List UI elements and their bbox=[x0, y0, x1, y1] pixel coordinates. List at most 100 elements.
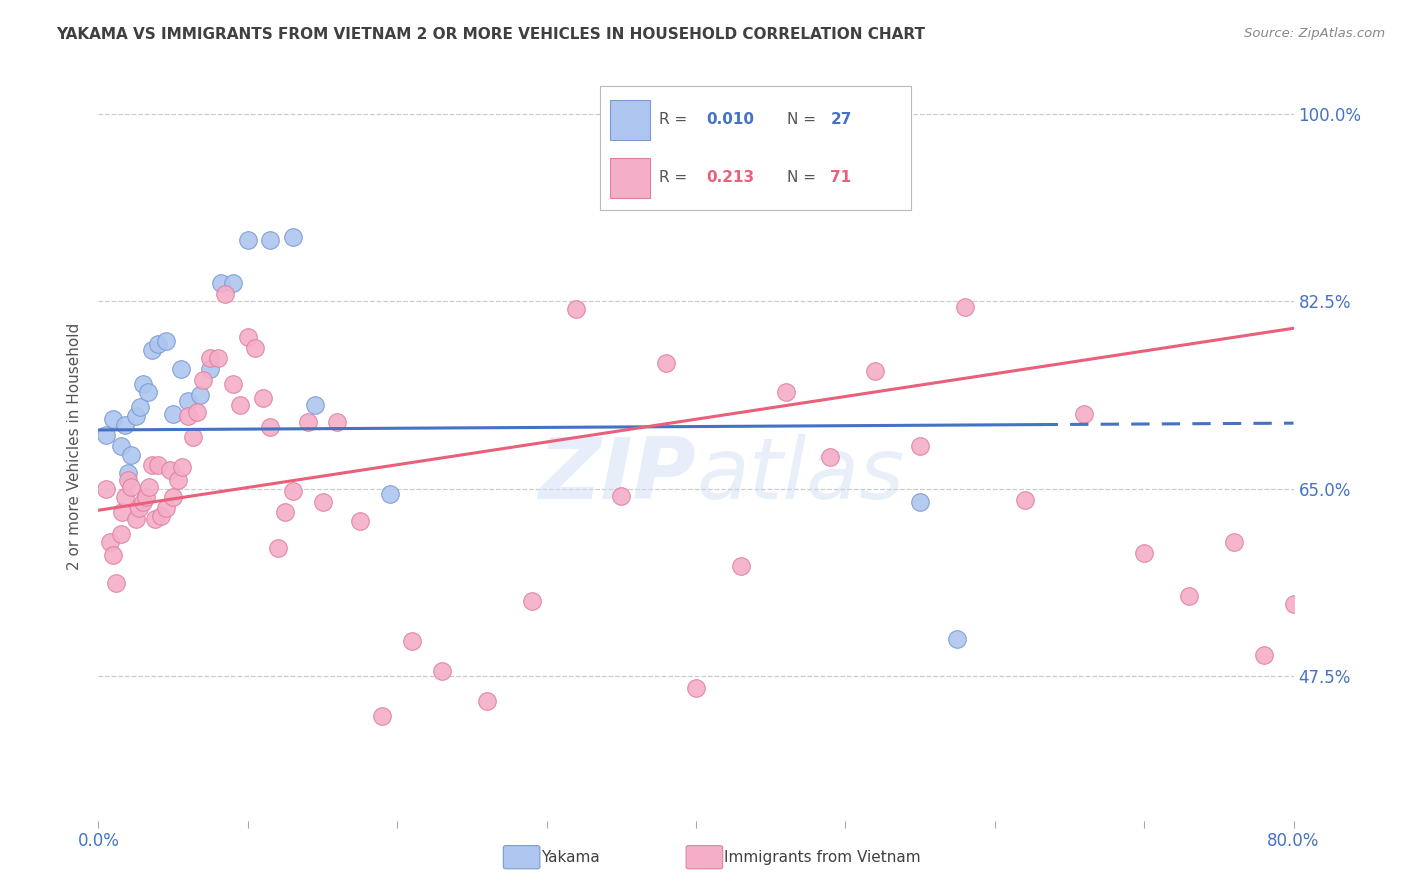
Point bbox=[1298, 562, 1320, 576]
Point bbox=[304, 398, 326, 412]
Point bbox=[172, 460, 194, 475]
Point bbox=[114, 491, 136, 505]
Text: Yakama: Yakama bbox=[541, 850, 600, 864]
Point bbox=[236, 330, 259, 344]
Point bbox=[155, 334, 177, 348]
Point bbox=[1014, 492, 1036, 507]
Point bbox=[155, 501, 177, 516]
Point bbox=[775, 385, 797, 400]
Point bbox=[94, 428, 117, 442]
Point bbox=[177, 394, 200, 409]
Point bbox=[730, 558, 752, 573]
Point bbox=[245, 341, 267, 355]
Point bbox=[125, 512, 148, 526]
Point bbox=[181, 430, 204, 444]
Point bbox=[159, 462, 181, 476]
Point bbox=[1133, 546, 1156, 560]
Point bbox=[132, 494, 155, 508]
Point bbox=[281, 230, 304, 244]
Point bbox=[865, 364, 887, 378]
Point bbox=[209, 277, 232, 291]
Point bbox=[125, 409, 148, 423]
Text: Immigrants from Vietnam: Immigrants from Vietnam bbox=[724, 850, 921, 864]
Text: atlas: atlas bbox=[696, 434, 904, 517]
Point bbox=[1312, 578, 1334, 592]
Point bbox=[117, 473, 139, 487]
Point bbox=[274, 505, 297, 519]
Point bbox=[326, 416, 349, 430]
Point bbox=[378, 487, 401, 501]
Point bbox=[191, 373, 214, 387]
Point bbox=[1282, 598, 1305, 612]
Text: YAKAMA VS IMMIGRANTS FROM VIETNAM 2 OR MORE VEHICLES IN HOUSEHOLD CORRELATION CH: YAKAMA VS IMMIGRANTS FROM VIETNAM 2 OR M… bbox=[56, 27, 925, 42]
Point bbox=[311, 494, 333, 508]
Point bbox=[252, 391, 274, 405]
Point bbox=[111, 505, 134, 519]
Point bbox=[141, 458, 163, 473]
Point bbox=[1223, 535, 1246, 549]
Point bbox=[946, 632, 969, 646]
Point bbox=[401, 633, 423, 648]
Point bbox=[475, 694, 498, 708]
Point bbox=[128, 501, 150, 516]
Point bbox=[129, 401, 152, 415]
Point bbox=[98, 535, 122, 549]
Point bbox=[110, 526, 132, 541]
Point bbox=[565, 301, 588, 316]
Point bbox=[908, 439, 931, 453]
Point bbox=[94, 482, 117, 496]
Point bbox=[105, 576, 128, 591]
Point bbox=[297, 416, 319, 430]
Point bbox=[114, 417, 136, 432]
Text: Source: ZipAtlas.com: Source: ZipAtlas.com bbox=[1244, 27, 1385, 40]
Point bbox=[110, 439, 132, 453]
Point bbox=[138, 480, 160, 494]
Point bbox=[132, 376, 155, 391]
Point bbox=[820, 450, 842, 464]
Point bbox=[162, 491, 184, 505]
Point bbox=[685, 681, 707, 695]
Point bbox=[236, 234, 259, 248]
Point bbox=[207, 351, 229, 366]
Point bbox=[1357, 598, 1379, 612]
Point bbox=[1327, 621, 1350, 635]
Point bbox=[520, 594, 543, 608]
Point bbox=[610, 489, 633, 503]
Point bbox=[120, 480, 142, 494]
Point bbox=[229, 398, 252, 412]
Point bbox=[150, 508, 173, 523]
Point bbox=[259, 419, 281, 434]
Point bbox=[103, 412, 125, 426]
Point bbox=[148, 458, 170, 473]
Point bbox=[143, 512, 166, 526]
Point bbox=[141, 343, 163, 357]
Point bbox=[349, 514, 371, 528]
Point bbox=[186, 405, 208, 419]
Point bbox=[655, 355, 678, 369]
Point bbox=[222, 376, 245, 391]
Point bbox=[953, 300, 976, 314]
Point bbox=[222, 277, 245, 291]
Point bbox=[169, 362, 191, 376]
Point bbox=[1343, 644, 1365, 658]
Point bbox=[1253, 648, 1275, 662]
Point bbox=[1372, 562, 1395, 576]
Point bbox=[135, 491, 157, 505]
Y-axis label: 2 or more Vehicles in Household: 2 or more Vehicles in Household bbox=[67, 322, 83, 570]
Point bbox=[267, 541, 290, 555]
Point bbox=[148, 337, 170, 351]
Point bbox=[908, 494, 931, 508]
Point bbox=[136, 385, 159, 400]
Point bbox=[281, 483, 304, 498]
Point bbox=[166, 473, 188, 487]
Point bbox=[371, 708, 394, 723]
Point bbox=[259, 234, 281, 248]
Point bbox=[188, 387, 211, 401]
Point bbox=[200, 351, 222, 366]
Point bbox=[117, 466, 139, 480]
Point bbox=[120, 448, 142, 462]
Point bbox=[430, 664, 453, 678]
Point bbox=[177, 409, 200, 423]
Point bbox=[1073, 407, 1095, 421]
Text: ZIP: ZIP bbox=[538, 434, 696, 517]
